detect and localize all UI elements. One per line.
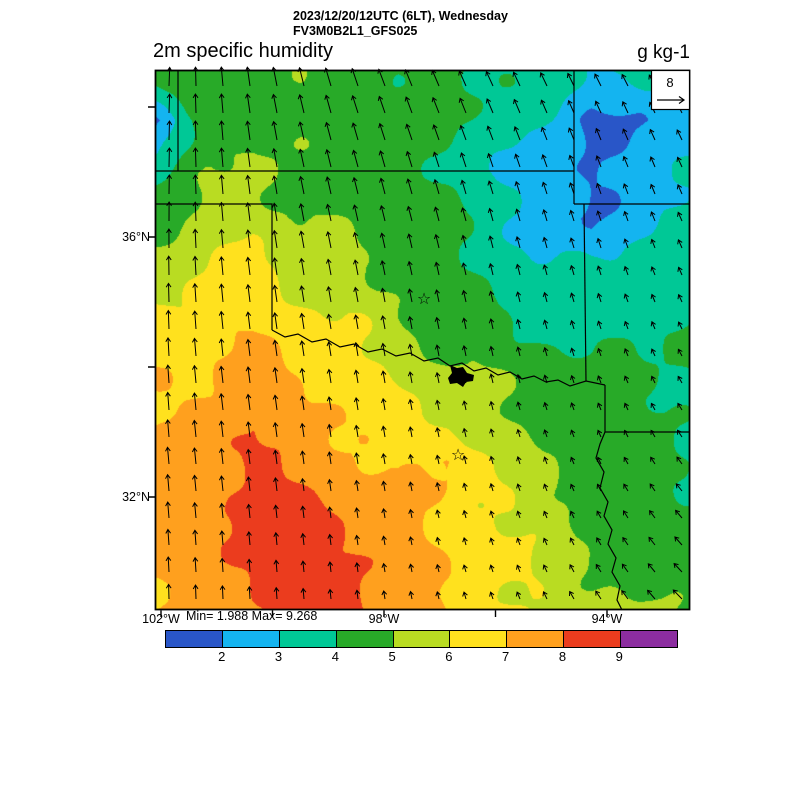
- colorbar-tick-label: 6: [445, 649, 453, 664]
- state-borders: [155, 70, 690, 611]
- wind-vectors: [165, 66, 683, 600]
- colorbar-segment: [392, 631, 450, 647]
- colorbar-segment: [620, 631, 678, 647]
- oklahoma-panhandle-border: [155, 203, 273, 330]
- reference-vector-value: 8: [666, 75, 673, 90]
- model-name: FV3M0B2L1_GFS025: [293, 24, 418, 38]
- colorbar-segment: [563, 631, 621, 647]
- reference-vector-arrow: [657, 96, 686, 104]
- colorbar-segment: [166, 631, 222, 647]
- colorbar-tick-label: 7: [502, 649, 510, 664]
- lon-label-94w: 94°W: [591, 612, 623, 626]
- units-label: g kg-1: [637, 42, 690, 63]
- colorbar-tick-label: 2: [218, 649, 226, 664]
- city-star-marker: ☆: [417, 291, 431, 308]
- variable-title: 2m specific humidity: [153, 40, 334, 62]
- colorbar-tick-label: 5: [388, 649, 396, 664]
- lat-label-36n: 36°N: [122, 230, 150, 244]
- axis-ticks: [148, 106, 608, 617]
- reference-vector-frame: [650, 69, 691, 111]
- colorbar-segment: [278, 631, 336, 647]
- map-frame: [154, 69, 691, 611]
- colorbar-tick-label: 9: [615, 649, 623, 664]
- colorbar-tick-label: 3: [274, 649, 283, 664]
- red-river-border: [271, 329, 606, 387]
- reference-vector-box: 8: [650, 69, 691, 111]
- colorbar-segment: [335, 631, 393, 647]
- oklahoma-arkansas-border: [583, 203, 587, 382]
- lon-label-102w: 102°W: [142, 612, 180, 626]
- minmax-readout: Min= 1.988 Max= 9.268: [186, 609, 318, 623]
- lat-label-32n: 32°N: [122, 490, 150, 504]
- lon-label-98w: 98°W: [368, 612, 400, 626]
- colorbar-segment: [449, 631, 507, 647]
- texas-louisiana-border: [595, 431, 623, 611]
- city-star-marker: ☆: [451, 447, 465, 464]
- colorbar-tick-label: 8: [558, 649, 567, 664]
- colorbar-segment: [506, 631, 564, 647]
- colorbar: [165, 630, 678, 648]
- valid-time: 2023/12/20/12UTC (6LT), Wednesday: [293, 9, 508, 23]
- plot-header: 2023/12/20/12UTC (6LT), Wednesday FV3M0B…: [293, 9, 508, 39]
- colorbar-segment: [221, 631, 279, 647]
- humidity-field-canvas: [156, 71, 689, 609]
- colorbar-tick-label: 4: [331, 649, 339, 664]
- lake-polygon: [448, 365, 474, 387]
